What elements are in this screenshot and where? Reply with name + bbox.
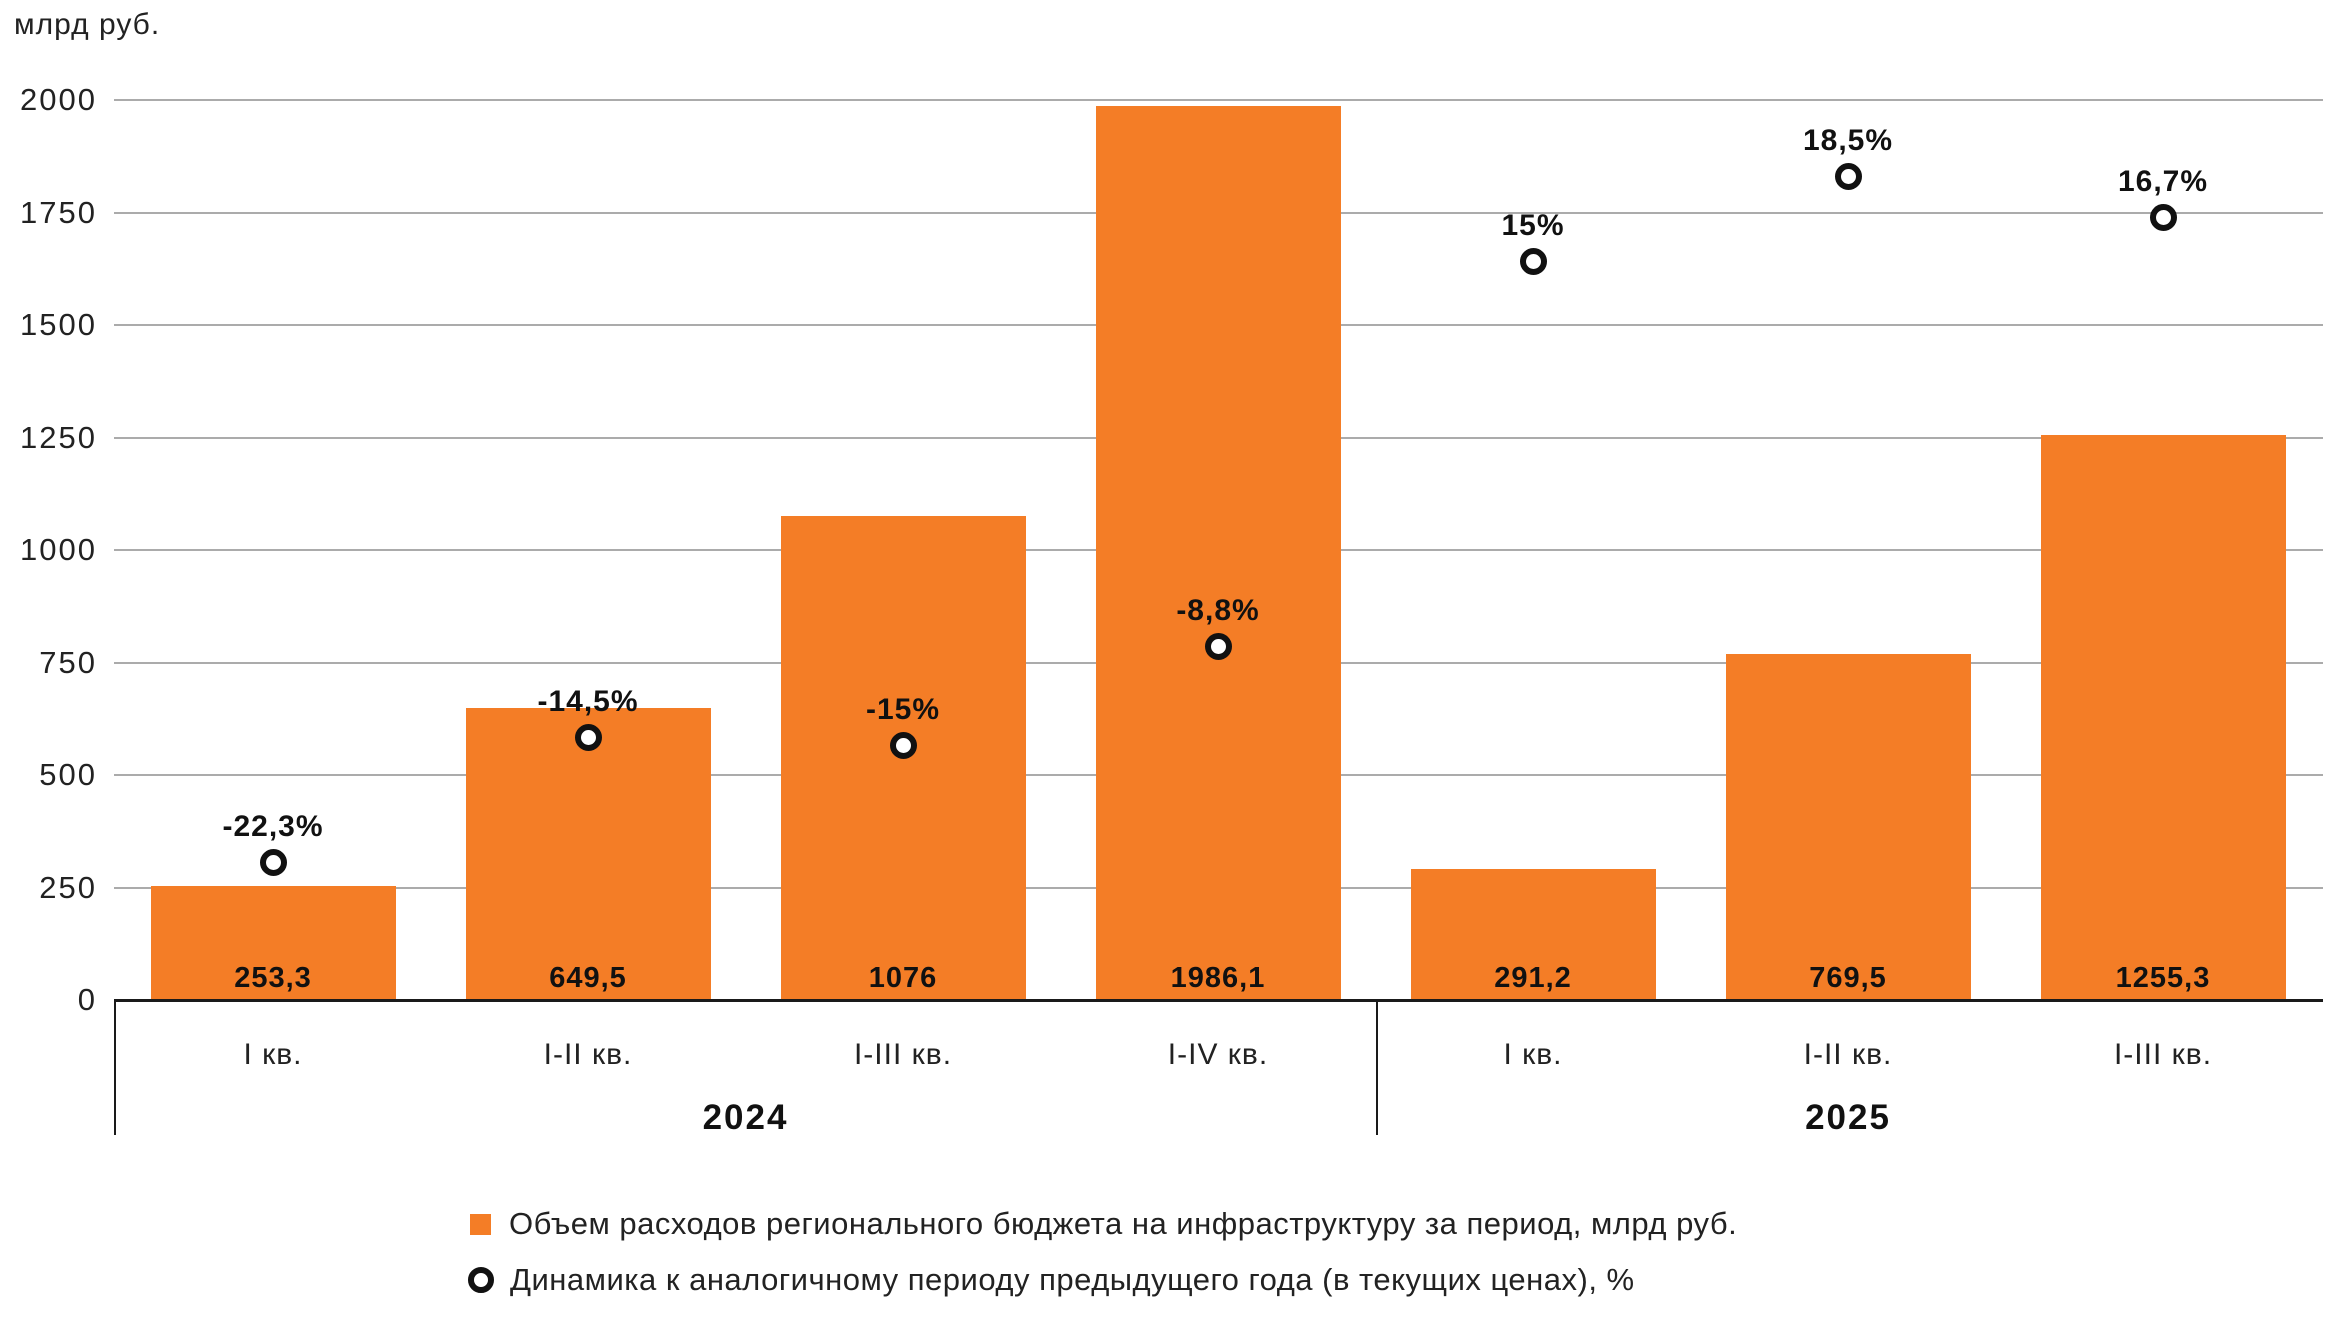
- y-tick-label-1750: 1750: [20, 194, 97, 230]
- group-separator-line: [1375, 1000, 1378, 1135]
- bar-I кв.: [1410, 868, 1656, 1000]
- y-tick-label-250: 250: [39, 869, 97, 905]
- bar-value-label: 769,5: [1809, 962, 1887, 994]
- gridline-2000: [114, 99, 2323, 101]
- category-label: I-II кв.: [543, 1038, 633, 1071]
- y-tick-label-0: 0: [77, 982, 97, 1017]
- bar-I-III кв.: [2040, 435, 2286, 1000]
- bar-value-label: 253,3: [234, 962, 312, 994]
- dynamics-marker-icon: [575, 724, 602, 752]
- bar-value-label: 1986,1: [1170, 962, 1266, 994]
- dynamics-value-label: -14,5%: [537, 685, 639, 719]
- bar-I кв.: [150, 886, 396, 1000]
- category-label: I кв.: [1503, 1038, 1563, 1071]
- x-axis-line: [114, 999, 2323, 1002]
- group-label-2024: 2024: [702, 1098, 789, 1137]
- category-label: I-IV кв.: [1167, 1038, 1269, 1071]
- y-tick-label-500: 500: [39, 757, 97, 792]
- bar-value-label: 291,2: [1494, 962, 1572, 994]
- dynamics-marker-icon: [1835, 163, 1862, 191]
- bar-I-II кв.: [1725, 653, 1971, 1000]
- dynamics-marker-icon: [260, 848, 287, 876]
- y-tick-label-750: 750: [39, 644, 97, 680]
- dynamics-value-label: -15%: [865, 692, 941, 726]
- dynamics-marker-icon: [890, 731, 917, 759]
- dynamics-value-label: -22,3%: [222, 809, 324, 843]
- legend-item-marker: Динамика к аналогичному периоду предыдущ…: [468, 1262, 1635, 1298]
- bar-value-label: 1076: [868, 962, 938, 994]
- dynamics-marker-icon: [1520, 248, 1547, 276]
- category-label: I-II кв.: [1803, 1038, 1893, 1071]
- y-axis-unit-label: млрд руб.: [14, 8, 161, 41]
- legend-item-bar: Объем расходов регионального бюджета на …: [470, 1206, 1737, 1242]
- dynamics-value-label: 16,7%: [2117, 165, 2209, 198]
- marker-legend-label: Динамика к аналогичному периоду предыдущ…: [510, 1262, 1635, 1297]
- marker-legend-circle-icon: [468, 1267, 494, 1293]
- y-tick-label-1000: 1000: [20, 532, 97, 567]
- category-label: I-III кв.: [853, 1038, 953, 1071]
- bar-I-II кв.: [465, 707, 711, 1000]
- bar-value-label: 649,5: [549, 962, 627, 994]
- y-tick-label-1500: 1500: [20, 307, 97, 342]
- bar-value-label: 1255,3: [2115, 962, 2211, 994]
- dynamics-value-label: 15%: [1501, 209, 1565, 243]
- category-label: I-III кв.: [2113, 1038, 2213, 1071]
- group-separator-line: [114, 1000, 116, 1135]
- bar-I-IV кв.: [1095, 106, 1341, 1000]
- dynamics-marker-icon: [1205, 632, 1232, 660]
- category-label: I кв.: [243, 1038, 303, 1071]
- dynamics-value-label: 18,5%: [1802, 124, 1894, 158]
- y-tick-label-1250: 1250: [20, 419, 97, 455]
- bar-legend-label: Объем расходов регионального бюджета на …: [509, 1206, 1738, 1241]
- y-tick-label-2000: 2000: [20, 82, 97, 117]
- dynamics-marker-icon: [2150, 204, 2177, 231]
- dynamics-value-label: -8,8%: [1176, 593, 1260, 627]
- group-label-2025: 2025: [1805, 1098, 1891, 1137]
- bar-legend-swatch-icon: [470, 1213, 491, 1235]
